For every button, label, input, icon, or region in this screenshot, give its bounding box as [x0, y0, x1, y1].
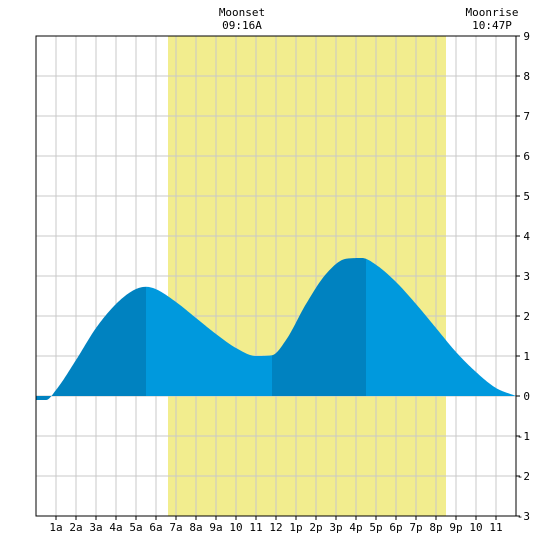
x-tick-label: 4p — [349, 521, 362, 534]
x-axis-ticks: 1a 2a 3a 4a 5a 6a 7a 8a 9a 10 11 12 1p 2p 3p 4p 5p 6p 7p 8p… — [49, 516, 503, 534]
x-tick-label: 8a — [189, 521, 202, 534]
tide-area-segment-light — [366, 258, 516, 396]
x-tick-label: 2p — [309, 521, 322, 534]
y-tick-label: 6 — [523, 150, 530, 163]
y-tick-label: 0 — [523, 390, 530, 403]
x-tick-label: 7a — [169, 521, 182, 534]
y-tick-label: 3 — [523, 270, 530, 283]
x-tick-label: 10 — [469, 521, 482, 534]
tide-area-segment-dark — [36, 286, 146, 400]
x-tick-label: 6a — [149, 521, 162, 534]
y-tick-label: 2 — [523, 310, 530, 323]
tide-area-layer — [36, 258, 516, 400]
x-tick-label: 8p — [429, 521, 442, 534]
y-tick-label: -2 — [517, 470, 530, 483]
x-tick-label: 9p — [449, 521, 462, 534]
moonset-label: Moonset — [219, 6, 265, 19]
x-tick-label: 11 — [249, 521, 262, 534]
y-tick-label: -1 — [517, 430, 530, 443]
x-tick-label: 9a — [209, 521, 222, 534]
y-tick-label: 4 — [523, 230, 530, 243]
y-tick-label: 7 — [523, 110, 530, 123]
y-tick-label: -3 — [517, 510, 530, 523]
x-tick-label: 1p — [289, 521, 302, 534]
y-tick-label: 8 — [523, 70, 530, 83]
y-tick-label: 5 — [523, 190, 530, 203]
grid-layer — [36, 35, 516, 517]
x-tick-label: 4a — [109, 521, 122, 534]
x-tick-label: 7p — [409, 521, 422, 534]
x-tick-label: 5a — [129, 521, 142, 534]
y-tick-label: 9 — [523, 30, 530, 43]
x-tick-label: 5p — [369, 521, 382, 534]
x-tick-label: 2a — [69, 521, 82, 534]
moonrise-label: Moonrise — [466, 6, 519, 19]
tide-area-segment-dark — [272, 258, 366, 396]
tide-area-segment-light — [146, 286, 272, 396]
x-tick-label: 12 — [269, 521, 282, 534]
y-tick-label: 1 — [523, 350, 530, 363]
x-tick-label: 6p — [389, 521, 402, 534]
moonset-time: 09:16A — [222, 19, 262, 32]
moonrise-time: 10:47P — [472, 19, 512, 32]
y-axis-ticks: 9 8 7 6 5 4 3 2 1 0 -1 -2 -3 — [516, 30, 530, 523]
x-tick-label: 3p — [329, 521, 342, 534]
x-tick-label: 1a — [49, 521, 62, 534]
x-tick-label: 10 — [229, 521, 242, 534]
x-tick-label: 3a — [89, 521, 102, 534]
x-tick-label: 11 — [489, 521, 502, 534]
